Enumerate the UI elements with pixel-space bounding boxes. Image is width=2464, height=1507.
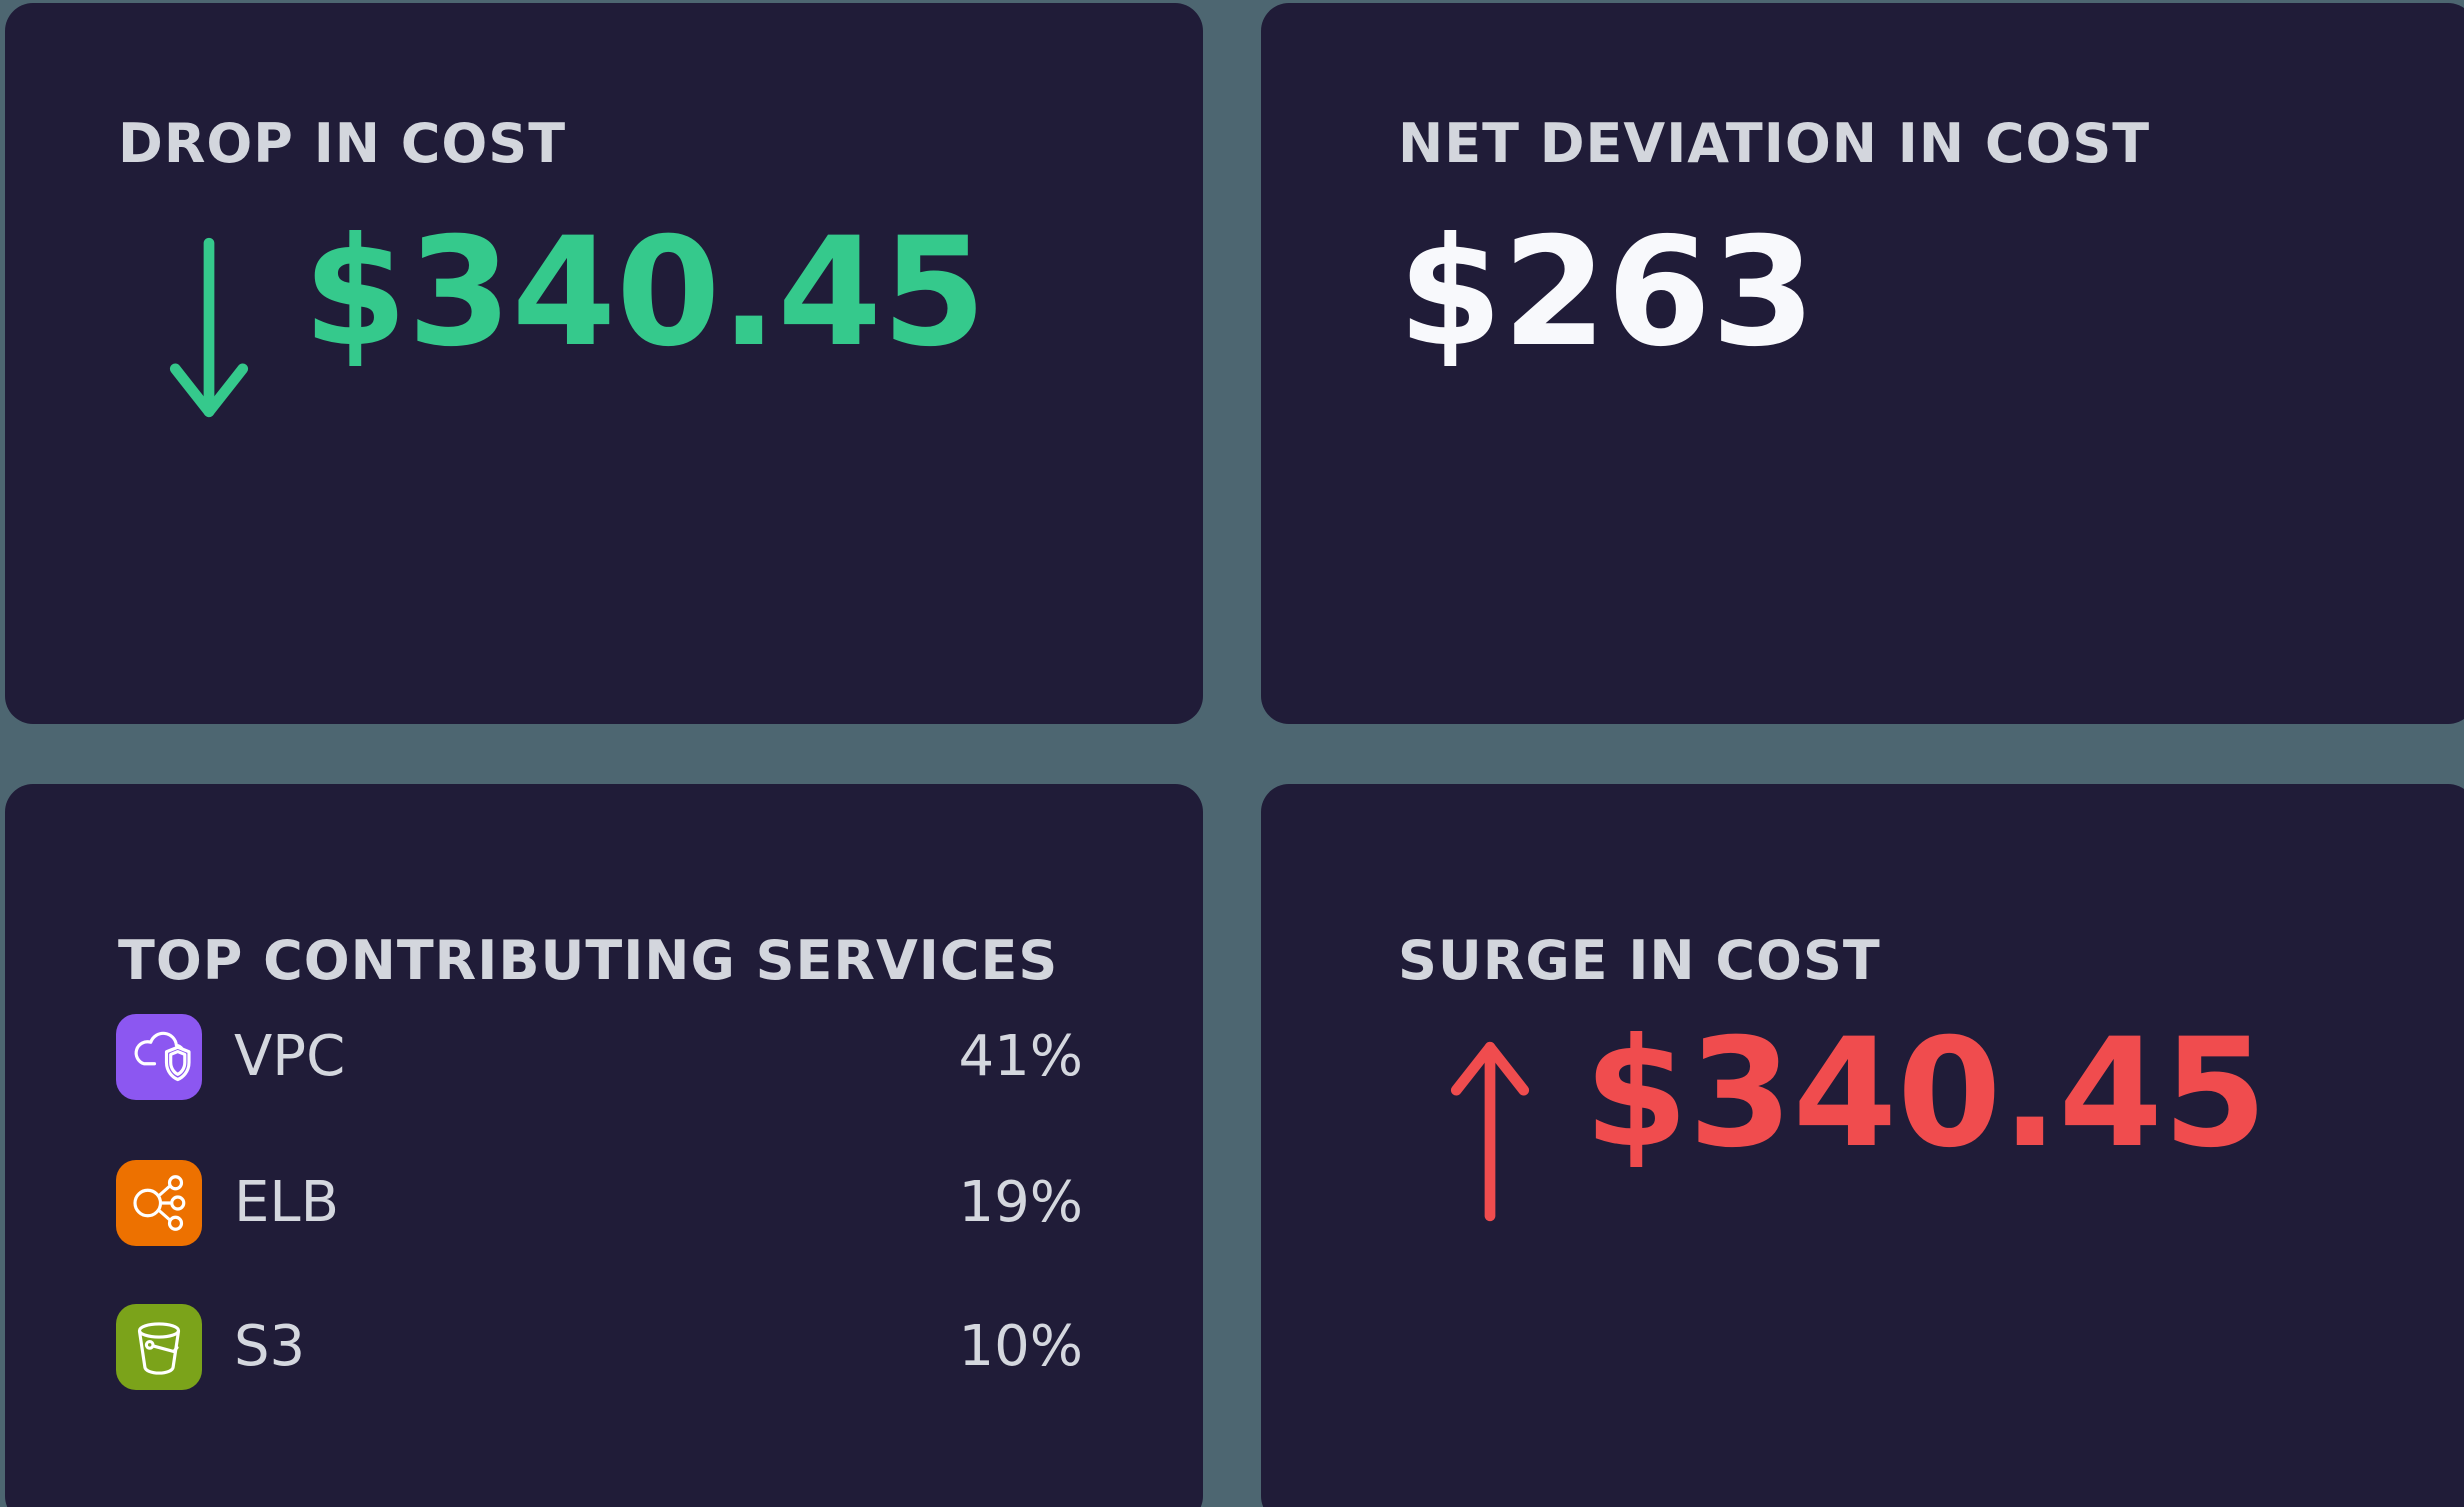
net-deviation-card: NET DEVIATION IN COST $263 <box>1261 3 2464 724</box>
card-title: SURGE IN COST <box>1398 929 1881 992</box>
service-name: S3 <box>234 1314 306 1379</box>
surge-in-cost-card: SURGE IN COST $340.45 <box>1261 784 2464 1507</box>
up-arrow-icon <box>1450 1041 1530 1222</box>
s3-bucket-icon <box>116 1304 202 1390</box>
drop-in-cost-card: DROP IN COST $340.45 <box>5 3 1203 724</box>
top-contributing-services-card: TOP CONTRIBUTING SERVICES VPC 41% <box>5 784 1203 1507</box>
down-arrow-icon <box>169 237 249 418</box>
service-row-vpc: VPC 41% <box>116 1014 1083 1100</box>
service-row-s3: S3 10% <box>116 1304 1083 1390</box>
card-title: DROP IN COST <box>118 112 567 175</box>
surge-value-row: $340.45 <box>1444 1019 2267 1225</box>
service-percent: 19% <box>958 1170 1083 1235</box>
surge-value: $340.45 <box>1584 1007 2268 1181</box>
vpc-cloud-shield-icon <box>116 1014 202 1100</box>
service-name: VPC <box>234 1024 346 1089</box>
service-percent: 10% <box>958 1314 1083 1379</box>
service-percent: 41% <box>958 1024 1083 1089</box>
drop-value: $340.45 <box>303 206 987 380</box>
net-deviation-value: $263 <box>1398 206 1816 380</box>
service-name: ELB <box>234 1170 339 1235</box>
elb-load-balancer-icon <box>116 1160 202 1246</box>
card-title: TOP CONTRIBUTING SERVICES <box>118 929 1059 992</box>
service-row-elb: ELB 19% <box>116 1160 1083 1246</box>
card-title: NET DEVIATION IN COST <box>1398 112 2151 175</box>
drop-value-row: $340.45 <box>163 218 986 424</box>
